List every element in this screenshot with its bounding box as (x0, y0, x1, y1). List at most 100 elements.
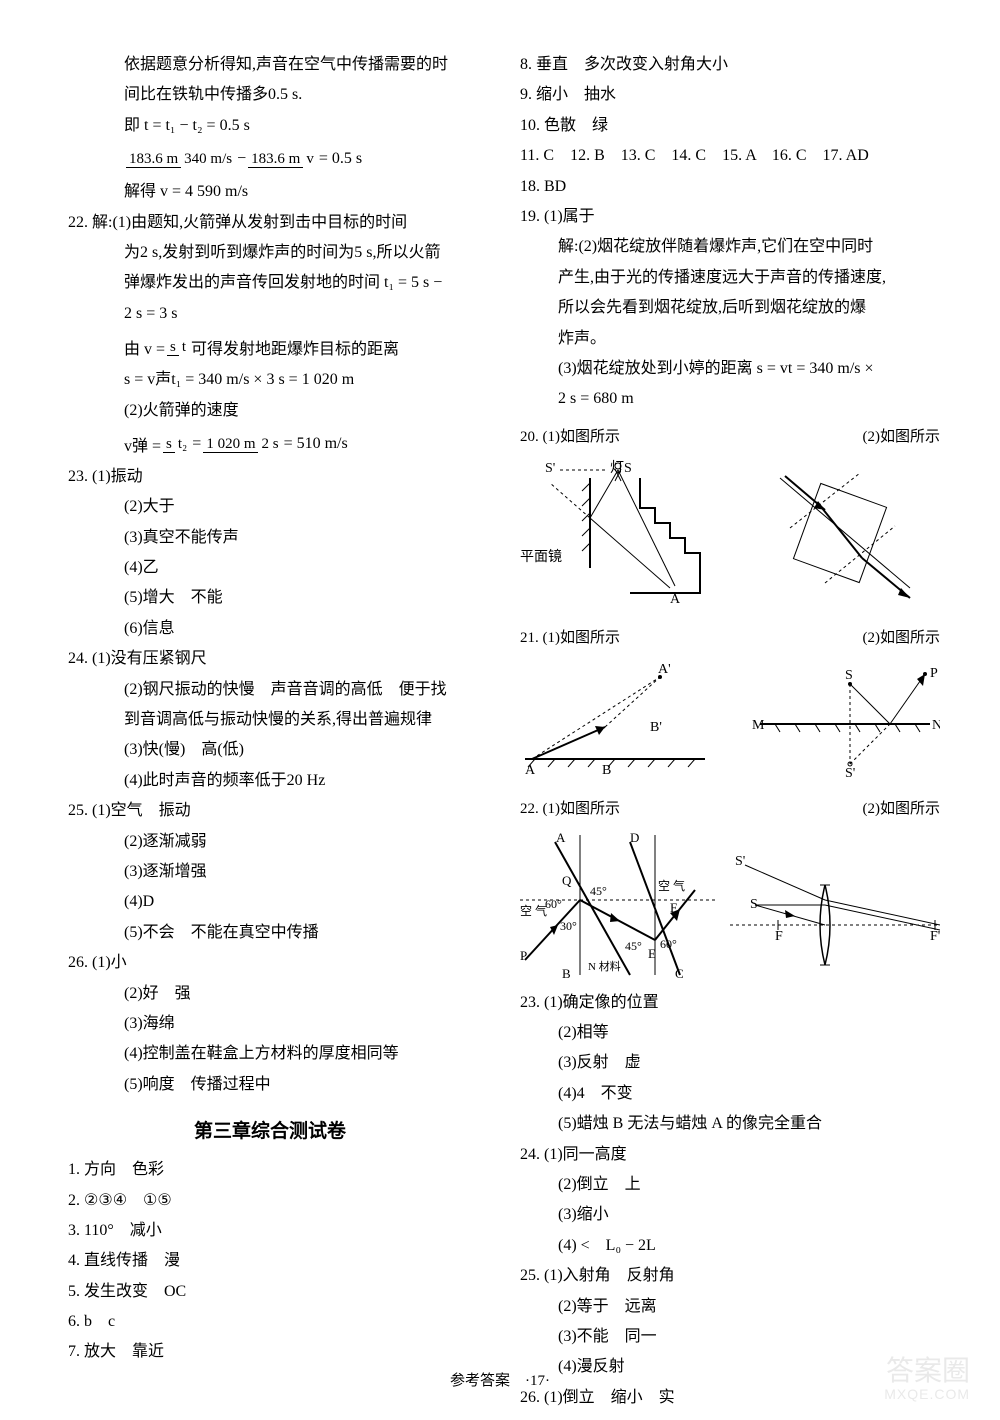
left-column: 依据题意分析得知,声音在空气中传播需要的时 间比在铁轨中传播多0.5 s. 即 … (60, 50, 480, 1310)
q20-row: 20. (1)如图所示 (2)如图所示 (520, 419, 940, 446)
text: 10. 色散 绿 (520, 111, 940, 141)
text: 23. (1)确定像的位置 (520, 988, 940, 1018)
text: (4)4 不变 (520, 1079, 940, 1109)
svg-text:A: A (556, 830, 566, 845)
svg-text:F: F (775, 929, 783, 944)
svg-text:C: C (675, 966, 684, 980)
text: 所以会先看到烟花绽放,后听到烟花绽放的爆 (520, 293, 940, 323)
text: (6)信息 (60, 614, 480, 644)
q20-label-1: 20. (1)如图所示 (520, 425, 620, 446)
text: 产生,由于光的传播速度远大于声音的传播速度, (520, 263, 940, 293)
text: (3)逐渐增强 (60, 857, 480, 887)
svg-text:S': S' (735, 854, 745, 869)
text: (2)逐渐减弱 (60, 827, 480, 857)
text: (4)此时声音的频率低于20 Hz (60, 766, 480, 796)
svg-text:A: A (525, 763, 536, 778)
text: 8. 垂直 多次改变入射角大小 (520, 50, 940, 80)
text: 24. (1)没有压紧钢尺 (60, 644, 480, 674)
text: 23. (1)振动 (60, 462, 480, 492)
text: 25. (1)空气 振动 (60, 796, 480, 826)
text: 即 t = t₁ − t₂ = 0.5 s (60, 111, 480, 141)
text: 19. (1)属于 (520, 202, 940, 232)
svg-text:N: N (932, 718, 940, 733)
diagram-22a: A D B C P Q E F 60° 45° 30° 45° 60° 空 气 … (520, 830, 720, 980)
text: (2)等于 远离 (520, 1292, 940, 1322)
text: 3. 110° 减小 (60, 1216, 480, 1246)
text: 1. 方向 色彩 (60, 1155, 480, 1185)
text: 2 s = 3 s (60, 299, 480, 329)
text: (2)火箭弹的速度 (60, 396, 480, 426)
text: (4)控制盖在鞋盒上方材料的厚度相同等 (60, 1039, 480, 1069)
q21-label-1: 21. (1)如图所示 (520, 626, 620, 647)
text: (3)快(慢) 高(低) (60, 735, 480, 765)
svg-text:B': B' (650, 720, 662, 735)
text: 解得 v = 4 590 m/s (60, 177, 480, 207)
svg-text:S': S' (845, 766, 855, 779)
q20-diagrams: S' 灯S 平面镜 A (520, 458, 940, 608)
svg-text:A': A' (658, 662, 671, 677)
fraction-equation: v弹 = st₂ = 1 020 m2 s = 510 m/s (60, 426, 480, 462)
text: (5)不会 不能在真空中传播 (60, 918, 480, 948)
svg-text:60°: 60° (545, 897, 562, 911)
svg-text:B: B (562, 966, 571, 980)
text: (3)海绵 (60, 1009, 480, 1039)
text: (3)反射 虚 (520, 1048, 940, 1078)
text: 2 s = 680 m (520, 384, 940, 414)
svg-text:45°: 45° (625, 939, 642, 953)
svg-text:E: E (648, 946, 656, 961)
svg-text:A: A (670, 592, 681, 607)
svg-text:灯S: 灯S (610, 460, 632, 476)
text: 5. 发生改变 OC (60, 1277, 480, 1307)
fraction-equation: 由 v = st 可得发射地距爆炸目标的距离 (60, 329, 480, 365)
svg-text:P: P (930, 666, 938, 681)
chapter-title: 第三章综合测试卷 (60, 1116, 480, 1143)
diagram-20b (750, 458, 940, 608)
text: (3)缩小 (520, 1200, 940, 1230)
svg-text:45°: 45° (590, 884, 607, 898)
text: (2)大于 (60, 492, 480, 522)
diagram-22b: F F' S' S (730, 830, 940, 980)
text: 24. (1)同一高度 (520, 1140, 940, 1170)
text: 6. b c (60, 1307, 480, 1337)
text: (3)真空不能传声 (60, 523, 480, 553)
text: 2. ②③④ ①⑤ (60, 1186, 480, 1216)
text: (5)响度 传播过程中 (60, 1070, 480, 1100)
svg-text:M: M (752, 718, 765, 733)
fraction-equation: 183.6 m340 m/s − 183.6 mv = 0.5 s (60, 141, 480, 177)
text: 18. BD (520, 172, 940, 202)
q21-row: 21. (1)如图所示 (2)如图所示 (520, 620, 940, 647)
text: (5)蜡烛 B 无法与蜡烛 A 的像完全重合 (520, 1109, 940, 1139)
text: 到音调高低与振动快慢的关系,得出普遍规律 (60, 705, 480, 735)
right-column: 8. 垂直 多次改变入射角大小 9. 缩小 抽水 10. 色散 绿 11. C … (520, 50, 940, 1310)
text: (2)钢尺振动的快慢 声音音调的高低 便于找 (60, 675, 480, 705)
text: 4. 直线传播 漫 (60, 1246, 480, 1276)
text: 9. 缩小 抽水 (520, 80, 940, 110)
text: 为2 s,发射到听到爆炸声的时间为5 s,所以火箭 (60, 238, 480, 268)
text: (4)乙 (60, 553, 480, 583)
text: (5)增大 不能 (60, 583, 480, 613)
svg-text:B: B (602, 763, 611, 778)
text: 依据题意分析得知,声音在空气中传播需要的时 (60, 50, 480, 80)
text: 7. 放大 靠近 (60, 1337, 480, 1367)
svg-text:空 气: 空 气 (520, 903, 547, 918)
svg-text:D: D (630, 830, 639, 845)
svg-text:N 材料: N 材料 (588, 959, 621, 973)
q22-diagrams: A D B C P Q E F 60° 45° 30° 45° 60° 空 气 … (520, 830, 940, 980)
text: 炸声。 (520, 324, 940, 354)
text: s = v声t₁ = 340 m/s × 3 s = 1 020 m (60, 365, 480, 395)
page: 依据题意分析得知,声音在空气中传播需要的时 间比在铁轨中传播多0.5 s. 即 … (60, 50, 940, 1310)
text: 弹爆炸发出的声音传回发射地的时间 t₁ = 5 s − (60, 268, 480, 298)
svg-text:P: P (520, 948, 527, 963)
svg-text:S': S' (545, 461, 555, 476)
text: 26. (1)小 (60, 948, 480, 978)
text: (4)D (60, 887, 480, 917)
text: 11. C 12. B 13. C 14. C 15. A 16. C 17. … (520, 141, 940, 171)
text: (2)相等 (520, 1018, 940, 1048)
svg-text:F': F' (930, 929, 940, 944)
svg-text:30°: 30° (560, 919, 577, 933)
svg-text:Q: Q (562, 873, 572, 888)
q22-label-2: (2)如图所示 (863, 797, 941, 818)
q21-diagrams: A B B' A' M N S (520, 659, 940, 779)
text: 解:(2)烟花绽放伴随着爆炸声,它们在空中同时 (520, 232, 940, 262)
text: 22. 解:(1)由题知,火箭弹从发射到击中目标的时间 (60, 208, 480, 238)
